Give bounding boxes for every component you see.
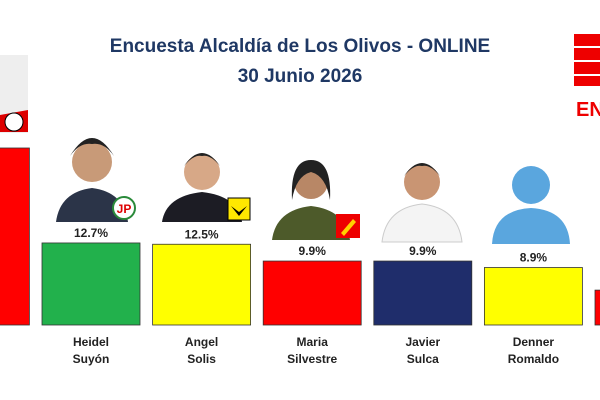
x-tick-label: Denner Romaldo xyxy=(508,335,559,366)
value-label: 8.9% xyxy=(520,251,548,265)
photos: JP xyxy=(0,55,570,244)
value-label: 12.5% xyxy=(185,227,219,241)
chart-title: Encuesta Alcaldía de Los Olivos - ONLINE xyxy=(110,36,490,57)
x-tick-label: Heidel Suyón xyxy=(73,335,110,366)
value-label: 9.9% xyxy=(299,244,327,258)
bar xyxy=(594,289,600,326)
value-label: 12.7% xyxy=(74,226,108,240)
bar xyxy=(373,260,473,326)
bar xyxy=(41,242,141,326)
x-tick-label: Maria Silvestre xyxy=(287,335,337,366)
bar xyxy=(152,243,252,326)
x-tick-label: Javier Sulca xyxy=(405,335,440,366)
brand: EN xyxy=(576,99,600,121)
value-label: 9.9% xyxy=(409,244,437,258)
chart-subtitle: 30 Junio 2026 xyxy=(238,66,363,87)
bars: 12.7% Heidel Suyón 12.5% Angel Solis 9.9% Maria… xyxy=(0,147,600,366)
svg-text:JP: JP xyxy=(117,202,132,216)
bar xyxy=(0,147,30,326)
logo: EN xyxy=(574,34,600,121)
bar xyxy=(262,260,362,326)
bar xyxy=(483,267,583,326)
x-tick-label: Angel Solis xyxy=(185,335,218,366)
